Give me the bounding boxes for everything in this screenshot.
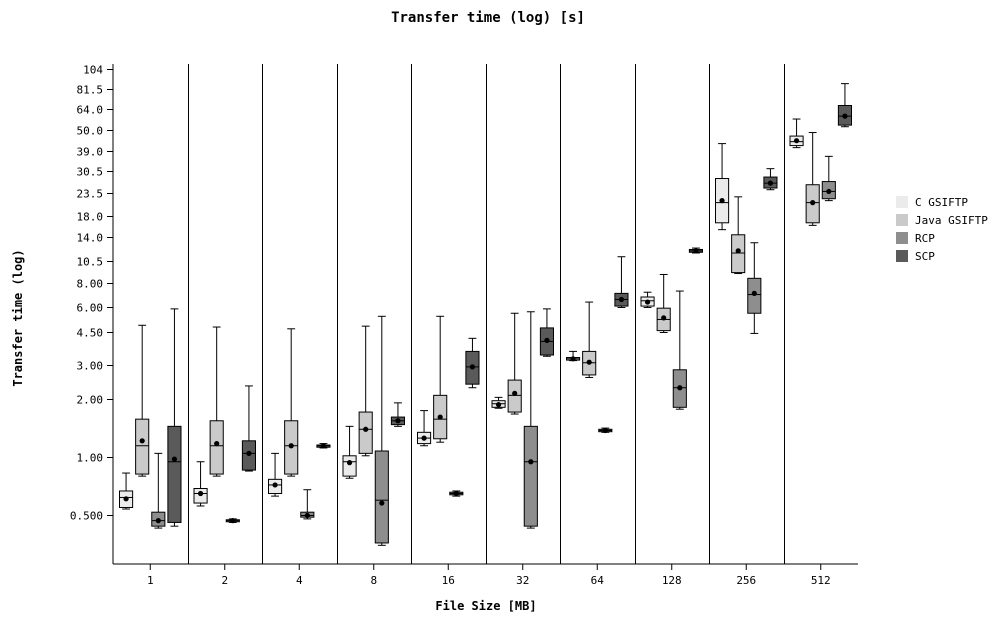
y-tick-label: 39.0 [77, 146, 104, 159]
mean-point [751, 290, 757, 296]
mean-point [304, 512, 310, 519]
x-tick-label: 64 [591, 574, 605, 587]
legend-swatch [896, 250, 908, 262]
mean-point [618, 296, 625, 303]
mean-point [495, 402, 502, 408]
mean-point [661, 315, 667, 321]
legend-swatch [896, 232, 908, 244]
legend-label: C GSIFTP [915, 196, 968, 209]
mean-point [346, 460, 353, 466]
y-tick-label: 4.50 [77, 327, 104, 340]
y-tick-label: 64.0 [77, 104, 104, 117]
mean-point [842, 113, 848, 119]
y-tick-label: 50.0 [77, 125, 104, 138]
mean-point [395, 418, 401, 424]
mean-point [793, 138, 800, 144]
box [167, 425, 182, 523]
mean-point [453, 490, 459, 497]
mean-point [469, 364, 476, 370]
mean-point [544, 337, 550, 343]
box [523, 425, 538, 527]
mean-point [320, 443, 327, 449]
mean-point [602, 427, 608, 434]
mean-point [214, 440, 220, 447]
mean-point [272, 482, 278, 488]
y-tick-label: 81.5 [77, 84, 104, 97]
box [374, 450, 389, 544]
mean-point [363, 426, 369, 432]
mean-point [139, 438, 145, 444]
plot-area: 104 81.5 64.0 50.0 39.0 30.5 23.5 18.0 14.0 10.5 8… [70, 64, 858, 587]
y-tick-label: 14.0 [77, 232, 104, 245]
y-tick-label: 1.00 [77, 452, 104, 465]
box [209, 420, 224, 475]
mean-point [810, 200, 816, 206]
mean-point [693, 248, 699, 254]
x-tick-label: 2 [221, 574, 228, 587]
mean-point [767, 180, 774, 186]
mean-point [586, 359, 592, 365]
y-tick-label: 23.5 [77, 188, 104, 201]
box [507, 379, 522, 413]
chart-title: Transfer time (log) [s] [391, 10, 585, 26]
y-tick-label: 10.5 [77, 256, 104, 269]
x-axis-title: File Size [MB] [435, 599, 536, 613]
legend-label: Java GSIFTP [915, 214, 988, 227]
x-tick-label: 16 [442, 574, 455, 587]
box [342, 455, 357, 477]
legend-swatch [896, 196, 908, 208]
mean-point [644, 299, 651, 305]
mean-point [421, 435, 427, 441]
y-tick-label: 2.00 [77, 394, 104, 407]
x-tick-label: 32 [516, 574, 529, 587]
mean-point [437, 414, 443, 420]
x-tick-label: 4 [296, 574, 303, 587]
legend-label: RCP [915, 232, 935, 245]
x-tick-label: 1 [147, 574, 154, 587]
box [135, 418, 150, 475]
y-tick-label: 104 [83, 64, 103, 77]
mean-point [570, 356, 576, 362]
box [731, 234, 746, 274]
mean-point [171, 456, 178, 462]
legend: C GSIFTP Java GSIFTP RCP SCP [896, 196, 988, 263]
mean-point [512, 390, 518, 396]
mean-point [123, 496, 129, 502]
mean-point [677, 385, 683, 391]
mean-point [826, 188, 832, 195]
x-tick-label: 512 [811, 574, 831, 587]
mean-point [155, 518, 161, 524]
mean-point [288, 443, 294, 449]
mean-point [246, 450, 252, 456]
mean-point [735, 248, 741, 254]
y-tick-label: 6.00 [77, 302, 104, 315]
x-tick-label: 8 [370, 574, 377, 587]
y-tick-label: 30.5 [77, 166, 104, 179]
mean-point [197, 490, 204, 497]
mean-point [379, 500, 385, 506]
y-tick-label: 8.00 [77, 278, 104, 291]
y-tick-label: 3.00 [77, 360, 104, 373]
y-axis-title: Transfer time (log) [11, 249, 25, 386]
legend-label: SCP [915, 250, 935, 263]
mean-point [230, 518, 236, 524]
y-tick-label: 18.0 [77, 211, 104, 224]
x-tick-label: 256 [736, 574, 756, 587]
y-tick-label: 0.500 [70, 510, 103, 523]
box [358, 411, 373, 454]
x-tick-label: 128 [662, 574, 682, 587]
mean-point [719, 198, 725, 204]
legend-swatch [896, 214, 908, 226]
mean-point [528, 459, 534, 465]
